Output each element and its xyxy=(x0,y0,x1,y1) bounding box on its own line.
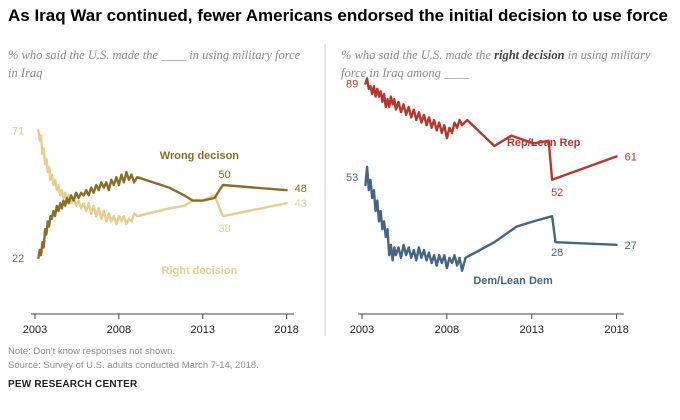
series-label-rep: Rep/Lean Rep xyxy=(507,137,581,149)
series-line-right-decision xyxy=(37,129,288,226)
note-text: Note: Don't know responses not shown. xyxy=(8,346,176,357)
right-subtitle-before: % who said the U.S. made the xyxy=(341,48,495,62)
series-line-wrong-decision xyxy=(37,170,288,259)
series-line-rep xyxy=(364,77,618,181)
data-label-rep-start: 89 xyxy=(346,79,358,91)
x-tick-label-1-3: 2018 xyxy=(604,324,628,336)
data-label-right-end: 43 xyxy=(295,198,307,210)
x-tick-label-0-3: 2018 xyxy=(274,324,298,336)
data-label-wrong-end: 48 xyxy=(295,183,307,195)
source-organization: PEW RESEARCH CENTER xyxy=(8,379,138,390)
series-label-dem: Dem/Lean Dem xyxy=(473,275,553,287)
right-subtitle: % who said the U.S. made the right decis… xyxy=(341,46,661,82)
data-label-dem-start: 53 xyxy=(346,172,358,184)
left-subtitle: % who said the U.S. made the ____ in usi… xyxy=(8,48,301,80)
data-label-wrong-start: 22 xyxy=(12,253,24,265)
x-tick-label-0-1: 2008 xyxy=(107,324,131,336)
data-label-rep-min: 52 xyxy=(551,187,563,199)
series-label-right-decision: Right decision xyxy=(162,265,238,277)
chart-title: As Iraq War continued, fewer Americans e… xyxy=(8,6,669,25)
series-line-dem xyxy=(364,165,618,272)
x-tick-label-1-1: 2008 xyxy=(435,324,459,336)
x-tick-label-0-2: 2013 xyxy=(191,324,215,336)
data-label-rep-end: 61 xyxy=(625,151,637,163)
right-subtitle-after: in using military force in Iraq among __… xyxy=(341,48,651,80)
data-label-dem-end: 27 xyxy=(625,240,637,252)
x-tick-label-0-0: 2003 xyxy=(23,324,47,336)
source-text: Source: Survey of U.S. adults conducted … xyxy=(8,360,259,371)
x-tick-label-1-2: 2013 xyxy=(519,324,543,336)
series-label-wrong-decision: Wrong decison xyxy=(160,150,240,162)
data-label-wrong-50: 50 xyxy=(218,169,230,181)
x-tick-label-1-0: 2003 xyxy=(350,324,374,336)
data-label-right-38: 38 xyxy=(218,223,230,235)
data-label-right-start: 71 xyxy=(12,125,24,137)
right-subtitle-emphasis: right decision xyxy=(494,48,565,62)
data-label-dem-mid: 28 xyxy=(551,247,563,259)
